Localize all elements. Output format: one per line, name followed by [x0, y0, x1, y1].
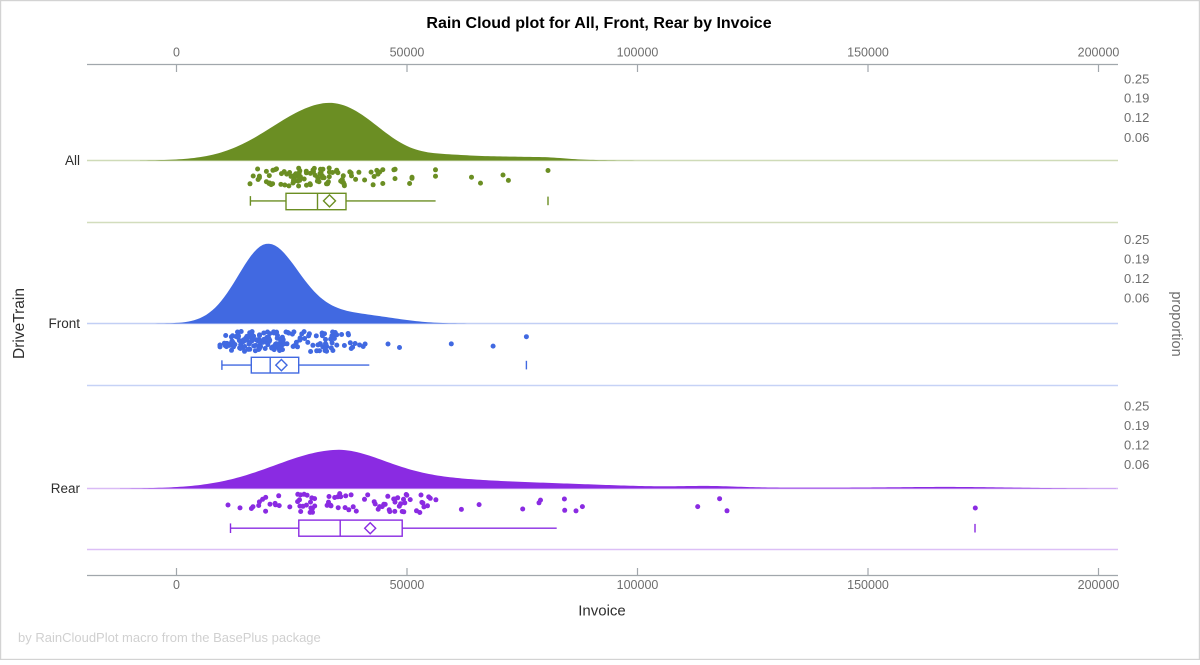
svg-text:Front: Front [48, 316, 80, 331]
svg-text:150000: 150000 [847, 578, 889, 592]
svg-text:0.25: 0.25 [1124, 72, 1149, 87]
svg-text:100000: 100000 [617, 46, 659, 60]
svg-text:50000: 50000 [390, 46, 425, 60]
svg-text:All: All [65, 153, 80, 168]
svg-text:50000: 50000 [390, 578, 425, 592]
svg-text:proportion: proportion [1168, 291, 1184, 356]
svg-text:0: 0 [173, 46, 180, 60]
svg-text:Invoice: Invoice [578, 603, 626, 620]
svg-text:0.12: 0.12 [1124, 438, 1149, 453]
svg-text:0.19: 0.19 [1124, 91, 1149, 106]
svg-text:100000: 100000 [617, 578, 659, 592]
svg-text:0.06: 0.06 [1124, 457, 1149, 472]
svg-text:0.19: 0.19 [1124, 252, 1149, 267]
svg-text:0.12: 0.12 [1124, 271, 1149, 286]
svg-text:0.25: 0.25 [1124, 399, 1149, 414]
svg-text:Rear: Rear [51, 481, 81, 496]
svg-text:200000: 200000 [1078, 578, 1120, 592]
svg-text:150000: 150000 [847, 46, 889, 60]
svg-text:0.12: 0.12 [1124, 110, 1149, 125]
svg-text:by RainCloudPlot macro from th: by RainCloudPlot macro from the BasePlus… [18, 630, 321, 645]
svg-text:Rain Cloud plot for All, Front: Rain Cloud plot for All, Front, Rear by … [426, 15, 771, 32]
svg-text:200000: 200000 [1078, 46, 1120, 60]
svg-text:DriveTrain: DriveTrain [11, 288, 28, 359]
svg-text:0.25: 0.25 [1124, 232, 1149, 247]
svg-text:0.19: 0.19 [1124, 418, 1149, 433]
svg-text:0: 0 [173, 578, 180, 592]
svg-text:0.06: 0.06 [1124, 130, 1149, 145]
svg-text:0.06: 0.06 [1124, 291, 1149, 306]
